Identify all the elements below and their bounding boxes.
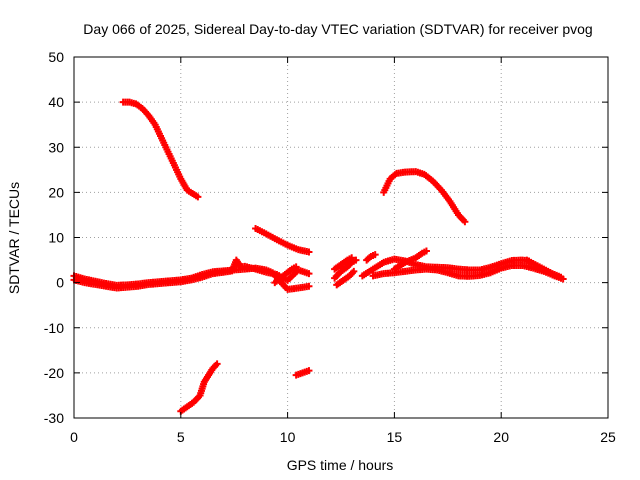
data-point bbox=[305, 282, 313, 290]
y-tick-label: -20 bbox=[44, 365, 64, 381]
data-point bbox=[348, 254, 356, 262]
x-tick-label: 20 bbox=[493, 429, 509, 445]
x-tick-label: 10 bbox=[280, 429, 296, 445]
x-tick-label: 5 bbox=[177, 429, 185, 445]
data-point bbox=[194, 193, 202, 201]
chart-title: Day 066 of 2025, Sidereal Day-to-day VTE… bbox=[83, 21, 592, 37]
y-tick-label: 50 bbox=[48, 49, 64, 65]
series-group bbox=[70, 98, 567, 415]
data-point bbox=[557, 273, 565, 281]
series-baseline-2 bbox=[70, 256, 313, 292]
series-arc-high-1 bbox=[119, 98, 202, 201]
y-axis-label: SDTVAR / TECUs bbox=[6, 182, 22, 294]
data-point bbox=[461, 218, 469, 226]
y-tick-label: -10 bbox=[44, 320, 64, 336]
series-arc-neg-1 bbox=[177, 360, 221, 415]
y-tick-label: 20 bbox=[48, 184, 64, 200]
data-point bbox=[305, 270, 313, 278]
x-tick-label: 15 bbox=[387, 429, 403, 445]
tick-marks bbox=[73, 56, 609, 419]
series-arc-small-6 bbox=[390, 247, 430, 273]
x-axis-label: GPS time / hours bbox=[287, 457, 394, 473]
series-arc-small-3 bbox=[331, 254, 356, 273]
series-arc-mid-2 bbox=[380, 168, 469, 226]
series-arc-neg-2 bbox=[292, 367, 313, 379]
series-baseline-4 bbox=[369, 261, 567, 283]
data-point bbox=[350, 267, 358, 275]
y-tick-label: 10 bbox=[48, 230, 64, 246]
data-point bbox=[305, 248, 313, 256]
series-arc-tail bbox=[523, 256, 565, 281]
series-arc-small-5 bbox=[363, 251, 379, 264]
data-point bbox=[292, 263, 300, 271]
y-tick-label: 30 bbox=[48, 139, 64, 155]
grid bbox=[74, 57, 608, 418]
series-arc-small-1 bbox=[271, 263, 300, 287]
series-arc-mid-1 bbox=[252, 224, 313, 256]
y-tick-label: 0 bbox=[56, 275, 64, 291]
x-tick-label: 0 bbox=[70, 429, 78, 445]
data-point bbox=[352, 256, 360, 264]
data-point bbox=[371, 251, 379, 259]
y-tick-label: 40 bbox=[48, 94, 64, 110]
x-tick-label: 25 bbox=[600, 429, 616, 445]
data-point bbox=[422, 247, 430, 255]
data-point bbox=[305, 367, 313, 375]
y-tick-labels: -30 -20 -10 0 10 20 30 40 50 bbox=[44, 49, 64, 426]
data-point bbox=[213, 360, 221, 368]
x-tick-labels: 0 5 10 15 20 25 bbox=[70, 429, 616, 445]
series-arc-small-4 bbox=[333, 267, 358, 289]
y-tick-label: -30 bbox=[44, 410, 64, 426]
